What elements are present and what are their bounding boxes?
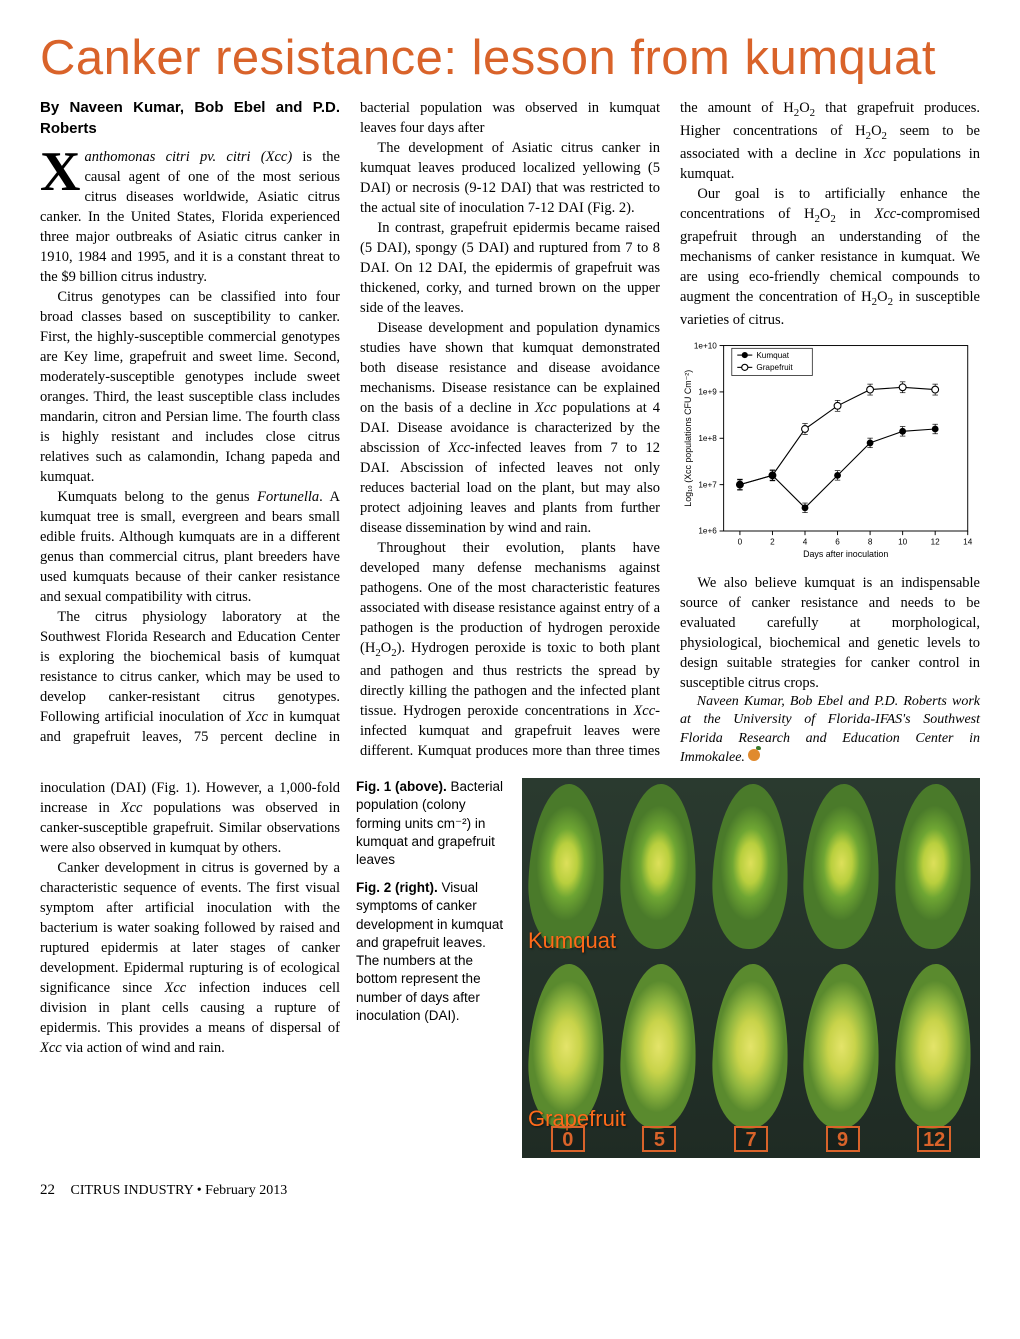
day-label-12: 12 xyxy=(917,1126,951,1152)
authors-note-text: Naveen Kumar, Bob Ebel and P.D. Roberts … xyxy=(680,694,980,766)
lower-para-2: Canker development in citrus is governed… xyxy=(40,858,340,1058)
day-label-9: 9 xyxy=(826,1126,860,1152)
figure-captions: Fig. 1 (above). Bacterial population (co… xyxy=(356,778,506,1035)
para-1: Xanthomonas citri pv. citri (Xcc) is the… xyxy=(40,147,340,287)
leaf-grapefruit-5 xyxy=(618,963,699,1131)
dropcap: X xyxy=(40,147,84,197)
page-footer: 22 CITRUS INDUSTRY • February 2013 xyxy=(40,1182,980,1199)
svg-text:1e+6: 1e+6 xyxy=(698,526,717,535)
leaf-grapefruit-7 xyxy=(710,963,791,1131)
svg-text:6: 6 xyxy=(835,537,840,546)
leaf-grapefruit-12 xyxy=(893,963,974,1131)
article-title: Canker resistance: lesson from kumquat xyxy=(40,30,980,86)
para-5: The development of Asiatic citrus canker… xyxy=(360,138,660,218)
fig1-caption: Fig. 1 (above). Bacterial population (co… xyxy=(356,778,506,869)
fig2-caption-text: Visual symptoms of canker development in… xyxy=(356,880,503,1023)
article-body: By Naveen Kumar, Bob Ebel and P.D. Rober… xyxy=(40,98,980,768)
svg-text:4: 4 xyxy=(803,537,808,546)
fig1-caption-bold: Fig. 1 (above). xyxy=(356,779,447,794)
svg-text:2: 2 xyxy=(770,537,775,546)
svg-text:10: 10 xyxy=(898,537,908,546)
para-10: We also believe kumquat is an indispensa… xyxy=(680,573,980,693)
para-6: In contrast, grapefruit epidermis became… xyxy=(360,218,660,318)
para-1-text: anthomonas citri pv. citri (Xcc) is the … xyxy=(40,149,340,285)
page-number: 22 xyxy=(40,1182,55,1198)
day-label-5: 5 xyxy=(642,1126,676,1152)
fig2-caption-bold: Fig. 2 (right). xyxy=(356,880,438,895)
lower-para-1: inoculation (DAI) (Fig. 1). However, a 1… xyxy=(40,778,340,858)
leaf-kumquat-9 xyxy=(801,783,882,951)
para-3: Kumquats belong to the genus Fortunella.… xyxy=(40,487,340,607)
svg-text:0: 0 xyxy=(738,537,743,546)
leaf-kumquat-12 xyxy=(893,783,974,951)
svg-text:Kumquat: Kumquat xyxy=(756,350,789,359)
para-9: Our goal is to artificially enhance the … xyxy=(680,184,980,330)
svg-text:1e+7: 1e+7 xyxy=(698,480,717,489)
chart-svg: 1e+6 1e+7 1e+8 1e+9 1e+10 0 2 4 6 8 10 12 14 Days aft… xyxy=(680,336,980,561)
svg-text:8: 8 xyxy=(868,537,873,546)
fig2-caption: Fig. 2 (right). Visual symptoms of canke… xyxy=(356,879,506,1025)
authors-note: Naveen Kumar, Bob Ebel and P.D. Roberts … xyxy=(680,693,980,769)
publication-info: CITRUS INDUSTRY • February 2013 xyxy=(71,1183,288,1198)
svg-text:Grapefruit: Grapefruit xyxy=(756,363,793,372)
leaf-kumquat-5 xyxy=(618,783,699,951)
svg-text:Log₁₀ (Xcc populations CFU Cm⁻: Log₁₀ (Xcc populations CFU Cm⁻²) xyxy=(683,369,693,506)
figure-2-photo: KumquatGrapefruit057912 xyxy=(522,778,980,1158)
svg-text:14: 14 xyxy=(963,537,973,546)
figure-1-chart: 1e+6 1e+7 1e+8 1e+9 1e+10 0 2 4 6 8 10 12 14 Days aft… xyxy=(680,336,980,567)
orange-icon xyxy=(748,749,760,761)
leaf-kumquat-7 xyxy=(710,783,791,951)
svg-text:1e+9: 1e+9 xyxy=(698,387,717,396)
leaf-grapefruit-9 xyxy=(801,963,882,1131)
day-label-0: 0 xyxy=(551,1126,585,1152)
svg-text:Days after inoculation: Days after inoculation xyxy=(803,548,888,558)
para-7: Disease development and population dynam… xyxy=(360,318,660,538)
lower-block: inoculation (DAI) (Fig. 1). However, a 1… xyxy=(40,778,980,1158)
svg-text:12: 12 xyxy=(931,537,941,546)
svg-text:1e+10: 1e+10 xyxy=(694,341,717,350)
svg-text:1e+8: 1e+8 xyxy=(698,434,717,443)
para-2: Citrus genotypes can be classified into … xyxy=(40,287,340,487)
leaf-kumquat-0 xyxy=(526,783,607,951)
lower-column-1: inoculation (DAI) (Fig. 1). However, a 1… xyxy=(40,778,340,1058)
byline: By Naveen Kumar, Bob Ebel and P.D. Rober… xyxy=(40,98,340,139)
day-label-7: 7 xyxy=(734,1126,768,1152)
photo-label-kumquat: Kumquat xyxy=(528,928,616,954)
